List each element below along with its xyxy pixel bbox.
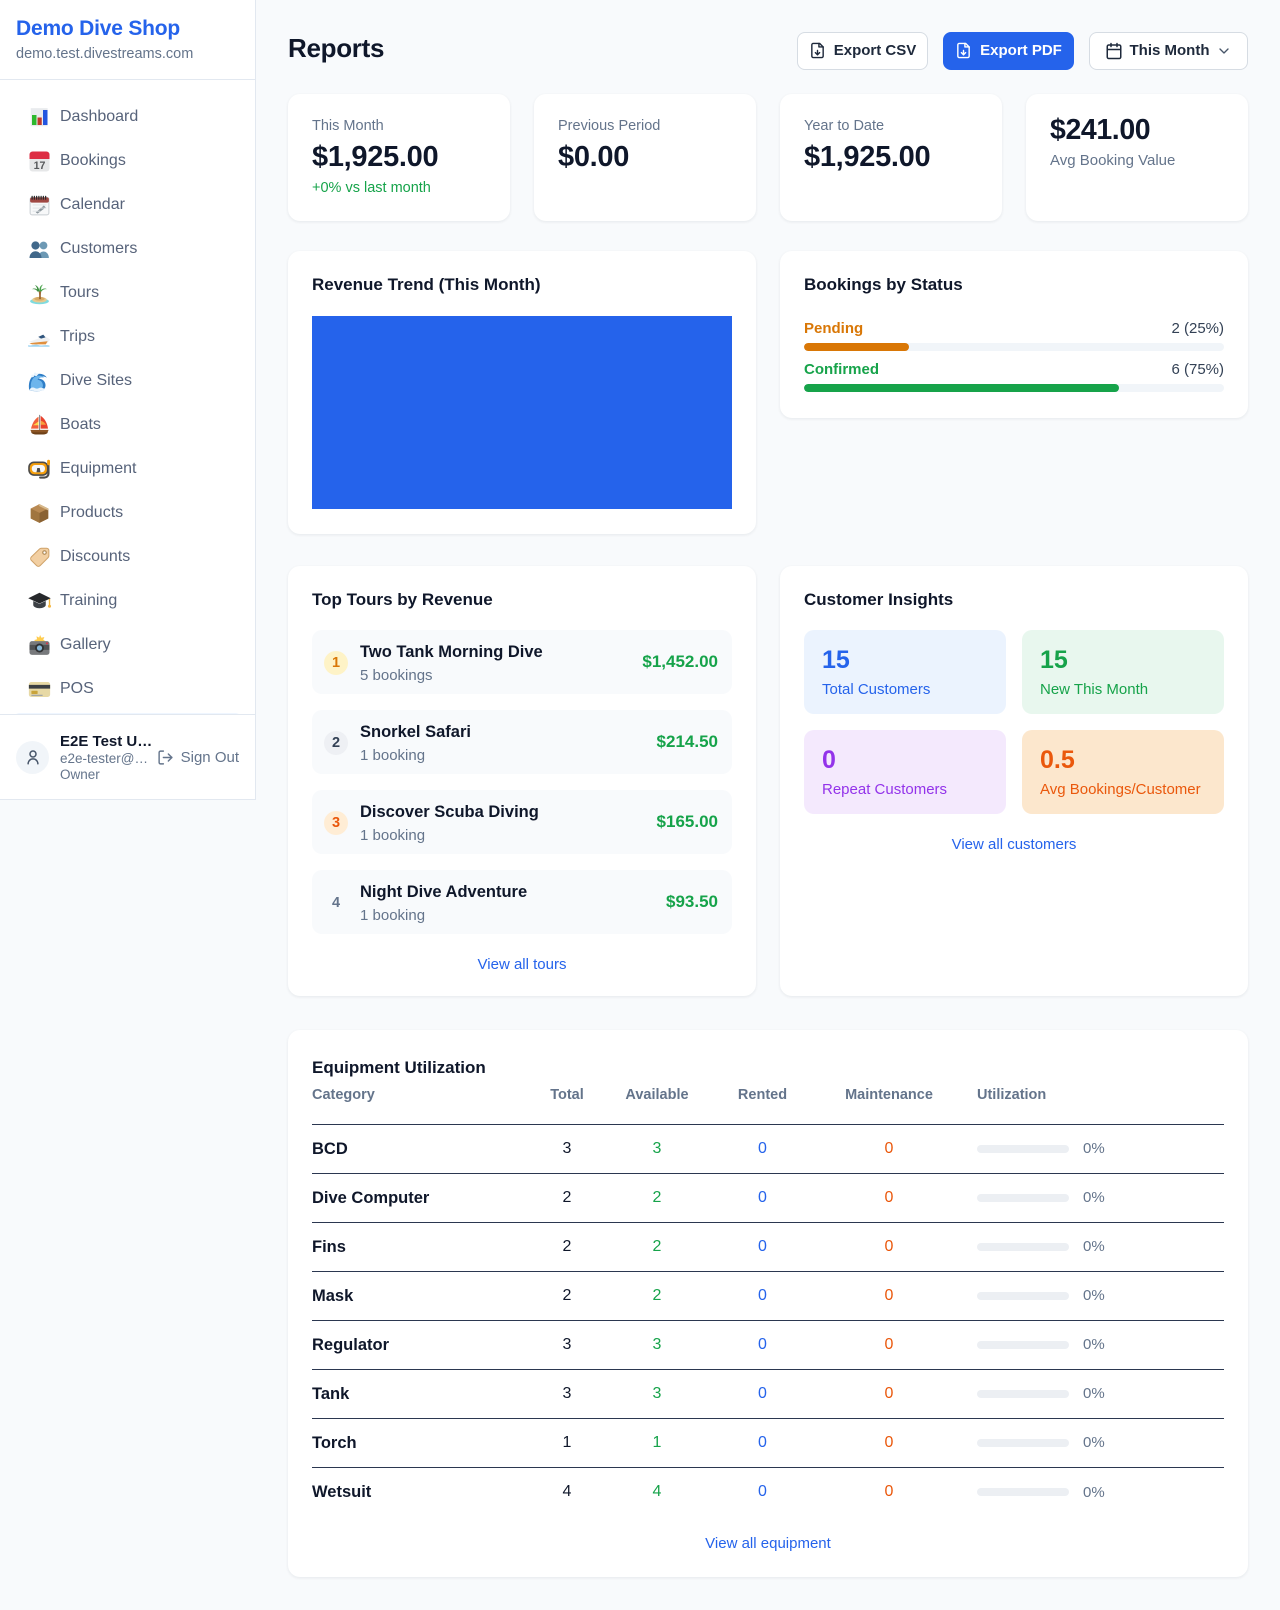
svg-text:17: 17 xyxy=(34,160,46,172)
